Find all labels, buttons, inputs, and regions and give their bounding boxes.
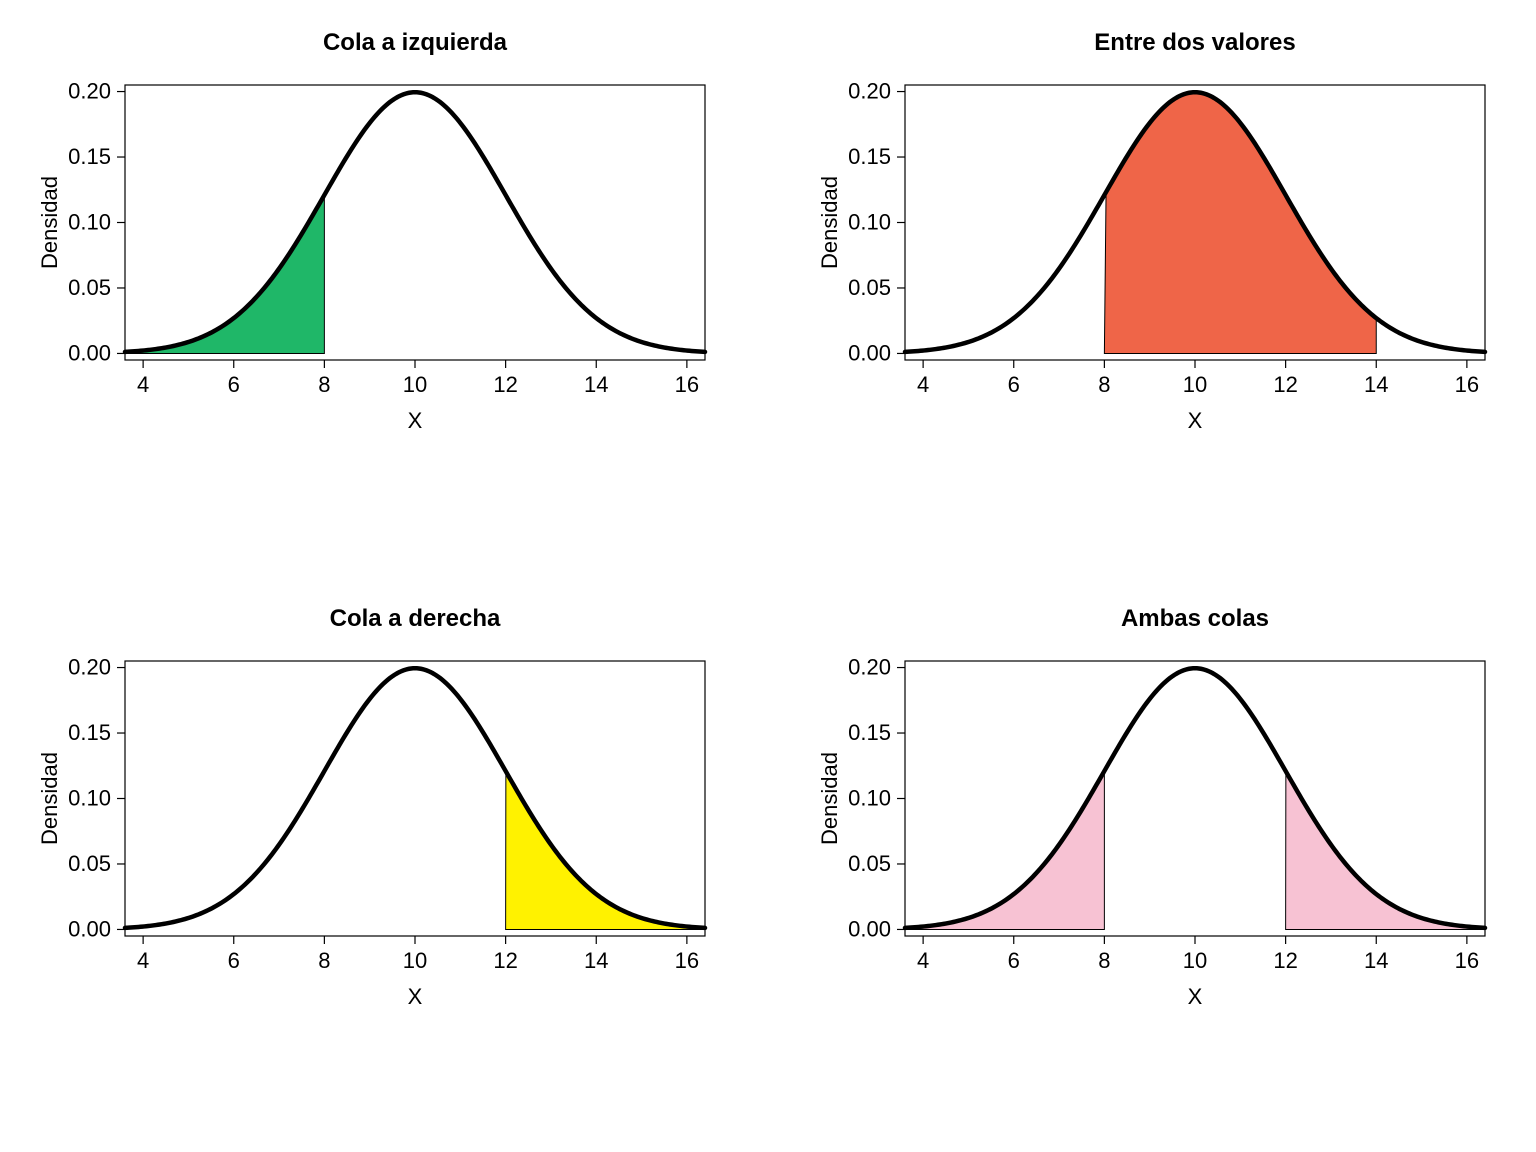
plot-frame [125,85,705,360]
x-tick-label: 8 [318,372,330,397]
x-tick-label: 16 [675,372,699,397]
x-tick-label: 12 [1273,948,1297,973]
y-axis-label: Densidad [37,752,62,845]
shaded-region [125,195,324,353]
density-curve [125,92,705,352]
shaded-region [506,771,705,929]
panel-svg: Entre dos valores 4 6 8 10 12 14 16 0.00 0.05 0.10… [810,20,1530,525]
panel-bottom-right: Ambas colas 4 6 8 10 12 14 16 0.00 0.05 0.10 0.15 0.… [780,576,1536,1152]
panel-top-right: Entre dos valores 4 6 8 10 12 14 16 0.00 0.05 0.10… [780,0,1536,576]
y-tick-label: 0.00 [848,916,891,941]
x-tick-label: 16 [1455,948,1479,973]
shaded-region [905,771,1104,929]
x-axis-label: X [408,408,423,433]
y-tick-label: 0.00 [848,340,891,365]
y-axis-label: Densidad [817,752,842,845]
y-tick-label: 0.15 [68,720,111,745]
density-curve [125,668,705,928]
y-tick-label: 0.20 [68,79,111,104]
y-tick-label: 0.10 [68,786,111,811]
panel-svg: Ambas colas 4 6 8 10 12 14 16 0.00 0.05 0.10 0.15 0.… [810,596,1530,1101]
x-tick-label: 6 [228,372,240,397]
shaded-region [1286,771,1485,929]
x-tick-label: 14 [1364,948,1388,973]
x-tick-label: 8 [1098,372,1110,397]
x-tick-label: 4 [137,948,149,973]
x-tick-label: 4 [137,372,149,397]
x-tick-label: 6 [228,948,240,973]
x-tick-label: 8 [1098,948,1110,973]
panel-title: Ambas colas [1121,605,1269,632]
x-axis-label: X [1188,984,1203,1009]
x-tick-label: 14 [1364,372,1388,397]
panel-title: Cola a derecha [330,605,501,632]
y-tick-label: 0.00 [68,916,111,941]
y-tick-label: 0.10 [848,786,891,811]
panel-top-left: Cola a izquierda 4 6 8 10 12 14 16 0.00 0.05 0.10 0… [0,0,780,576]
x-axis-label: X [408,984,423,1009]
x-tick-label: 10 [403,948,427,973]
x-tick-label: 12 [493,948,517,973]
x-tick-label: 16 [1455,372,1479,397]
density-curve [905,668,1485,928]
y-tick-label: 0.00 [68,340,111,365]
y-axis-label: Densidad [37,176,62,269]
x-tick-label: 4 [917,948,929,973]
x-axis-label: X [1188,408,1203,433]
y-tick-label: 0.05 [68,275,111,300]
panel-svg: Cola a derecha 4 6 8 10 12 14 16 0.00 0.05 0.10 0.1… [30,596,750,1101]
x-tick-label: 4 [917,372,929,397]
y-tick-label: 0.05 [848,851,891,876]
y-tick-label: 0.20 [848,655,891,680]
x-tick-label: 14 [584,372,608,397]
y-tick-label: 0.20 [68,655,111,680]
x-tick-label: 10 [403,372,427,397]
chart-grid: Cola a izquierda 4 6 8 10 12 14 16 0.00 0.05 0.10 0… [0,0,1536,1152]
y-tick-label: 0.15 [68,144,111,169]
panel-title: Cola a izquierda [323,29,508,56]
y-tick-label: 0.05 [68,851,111,876]
x-tick-label: 12 [493,372,517,397]
panel-svg: Cola a izquierda 4 6 8 10 12 14 16 0.00 0.05 0.10 0… [30,20,750,525]
plot-frame [905,661,1485,936]
x-tick-label: 16 [675,948,699,973]
panel-title: Entre dos valores [1094,29,1295,56]
y-tick-label: 0.15 [848,144,891,169]
plot-frame [125,661,705,936]
y-tick-label: 0.20 [848,79,891,104]
x-tick-label: 12 [1273,372,1297,397]
x-tick-label: 10 [1183,948,1207,973]
x-tick-label: 10 [1183,372,1207,397]
y-tick-label: 0.10 [848,210,891,235]
x-tick-label: 14 [584,948,608,973]
y-axis-label: Densidad [817,176,842,269]
y-tick-label: 0.15 [848,720,891,745]
x-tick-label: 6 [1008,948,1020,973]
x-tick-label: 8 [318,948,330,973]
x-tick-label: 6 [1008,372,1020,397]
panel-bottom-left: Cola a derecha 4 6 8 10 12 14 16 0.00 0.05 0.10 0.1… [0,576,780,1152]
y-tick-label: 0.10 [68,210,111,235]
y-tick-label: 0.05 [848,275,891,300]
